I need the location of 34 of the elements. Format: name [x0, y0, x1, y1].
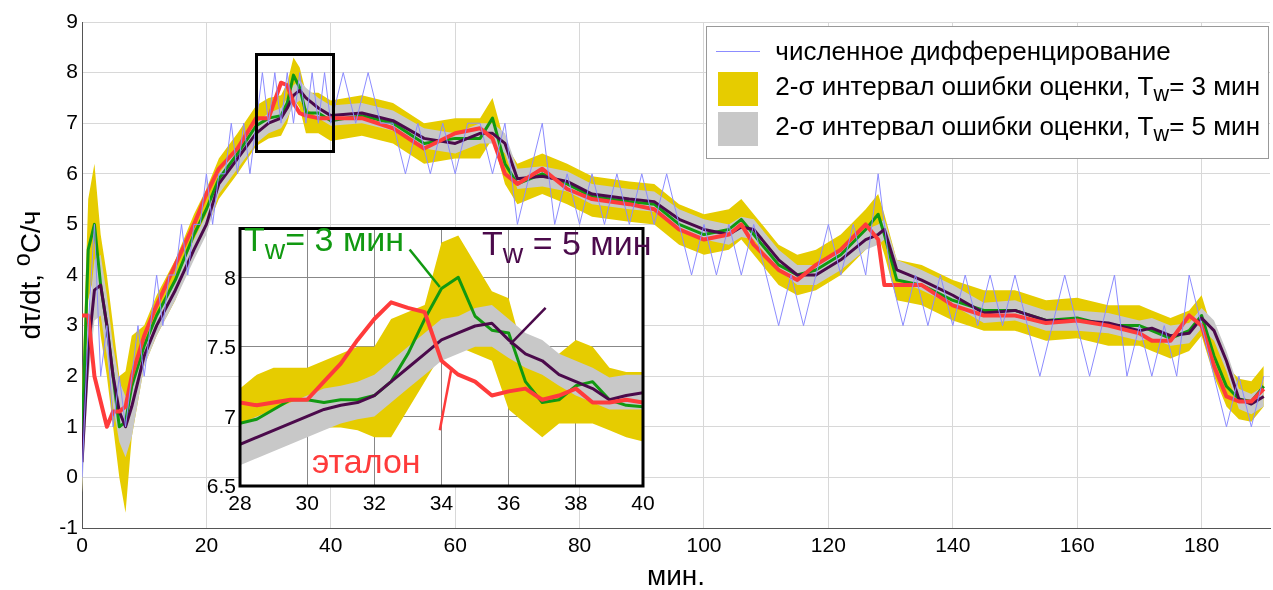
y-tick-label: 9: [66, 8, 78, 32]
y-tick-label: 5: [66, 211, 78, 235]
series-label: T$_{w}$= 3 мин: [244, 220, 405, 265]
y-tick-label: 3: [66, 312, 78, 336]
y-tick-label: 2: [66, 363, 78, 386]
x-tick-label: 100: [686, 533, 722, 557]
y-tick-label: 7.5: [206, 335, 236, 359]
x-tick-label: 32: [362, 491, 387, 515]
y-tick-label: -1: [59, 514, 78, 538]
y-tick-label: 4: [66, 261, 79, 285]
y-tick-label: 6: [66, 160, 78, 184]
x-tick-label: 30: [295, 491, 319, 515]
legend-label: 2-σ интервал ошибки оценки, T$_{w}$= 3 мин: [775, 70, 1260, 106]
y-tick-label: 0: [66, 464, 78, 488]
y-tick-label: 7: [224, 404, 236, 428]
x-tick-label: 120: [810, 533, 846, 557]
y-tick-label: 1: [66, 413, 78, 437]
x-tick-label: 38: [564, 491, 588, 515]
x-tick-label: 20: [194, 533, 219, 557]
x-axis-title: мин.: [646, 560, 706, 590]
y-tick-label: 7: [66, 110, 78, 133]
x-tick-label: 60: [443, 533, 467, 557]
y-tick-label: 8: [66, 59, 78, 83]
legend-label: 2-σ интервал ошибки оценки, T$_{w}$= 5 мин: [775, 110, 1260, 146]
y-tick-label: 8: [224, 265, 236, 289]
x-tick-label: 180: [1184, 533, 1220, 557]
x-tick-label: 36: [496, 491, 521, 515]
x-tick-label: 40: [319, 533, 343, 557]
x-tick-label: 40: [631, 491, 655, 515]
x-tick-label: 140: [935, 533, 971, 557]
x-tick-label: 80: [567, 533, 592, 557]
x-tick-label: 160: [1059, 533, 1095, 557]
legend-label: численное дифференцирование: [775, 36, 1171, 66]
x-tick-label: 34: [429, 491, 454, 515]
